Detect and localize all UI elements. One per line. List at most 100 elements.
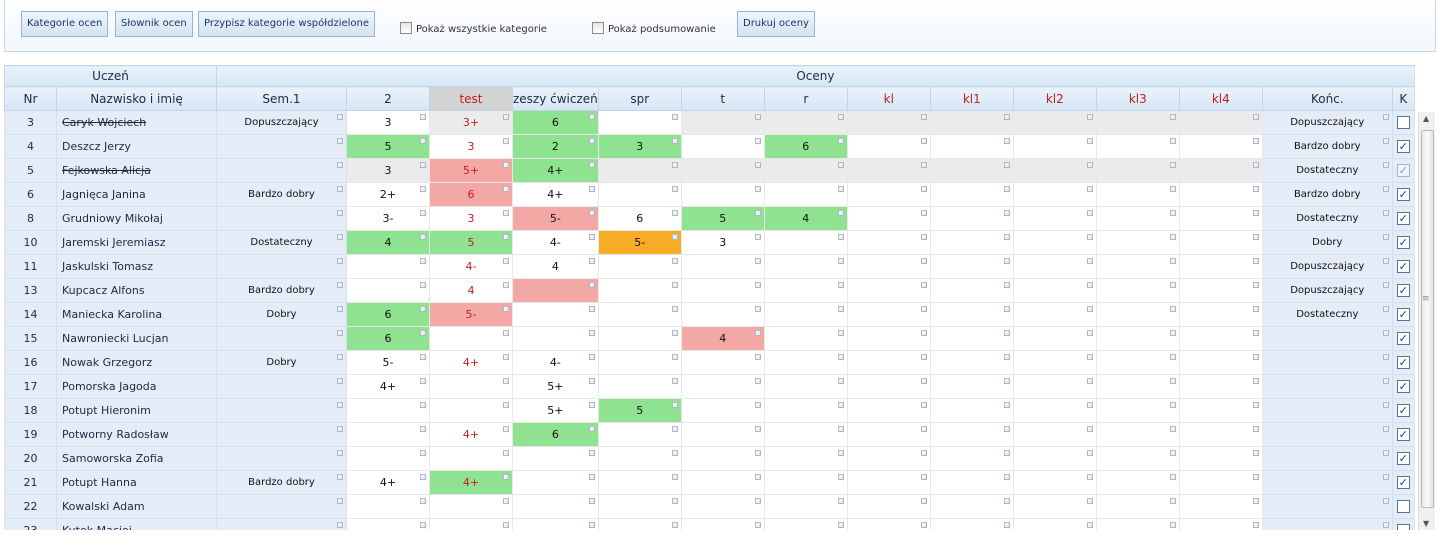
header-col-zeszyt[interactable]: zeszy ćwiczeń bbox=[512, 86, 599, 111]
grade-cell[interactable] bbox=[846, 110, 931, 135]
edit-corner-icon[interactable] bbox=[420, 498, 426, 504]
edit-corner-icon[interactable] bbox=[588, 402, 595, 408]
grade-cell[interactable] bbox=[680, 302, 765, 327]
edit-corner-icon[interactable] bbox=[420, 258, 426, 264]
edit-corner-icon[interactable] bbox=[1086, 354, 1093, 360]
checkbox-icon[interactable]: ✓ bbox=[1396, 404, 1410, 418]
edit-corner-icon[interactable] bbox=[503, 522, 509, 528]
grade-cell[interactable] bbox=[1012, 422, 1097, 447]
grade-cell[interactable]: 6 bbox=[512, 110, 599, 135]
grade-cell[interactable] bbox=[763, 230, 848, 255]
edit-corner-icon[interactable] bbox=[1169, 498, 1176, 504]
edit-corner-icon[interactable] bbox=[503, 402, 509, 408]
edit-corner-icon[interactable] bbox=[1003, 306, 1010, 312]
grade-cell[interactable]: 4- bbox=[512, 230, 599, 255]
edit-corner-icon[interactable] bbox=[1382, 522, 1389, 528]
grade-cell[interactable] bbox=[929, 134, 1014, 159]
header-col-t[interactable]: t bbox=[680, 86, 765, 111]
edit-corner-icon[interactable] bbox=[671, 498, 678, 504]
edit-corner-icon[interactable] bbox=[503, 138, 509, 144]
grade-cell[interactable]: 6 bbox=[346, 302, 430, 327]
grade-cell[interactable] bbox=[1095, 110, 1180, 135]
header-sem1[interactable]: Sem.1 bbox=[216, 86, 347, 111]
row-sem1-grade[interactable]: Bardzo dobry bbox=[216, 470, 347, 495]
edit-corner-icon[interactable] bbox=[1382, 210, 1389, 216]
header-name[interactable]: Nazwisko i imię bbox=[56, 86, 217, 111]
edit-corner-icon[interactable] bbox=[1252, 234, 1259, 240]
grade-cell[interactable] bbox=[846, 422, 931, 447]
edit-corner-icon[interactable] bbox=[754, 426, 761, 432]
row-final-grade[interactable] bbox=[1261, 470, 1393, 495]
edit-corner-icon[interactable] bbox=[337, 282, 343, 288]
header-col-kl2[interactable]: kl2 bbox=[1012, 86, 1097, 111]
edit-corner-icon[interactable] bbox=[1003, 258, 1010, 264]
edit-corner-icon[interactable] bbox=[503, 234, 509, 240]
edit-corner-icon[interactable] bbox=[1169, 450, 1176, 456]
row-student-name[interactable]: Potupt Hanna bbox=[56, 470, 217, 495]
row-sem1-grade[interactable] bbox=[216, 326, 347, 351]
grade-cell[interactable] bbox=[846, 230, 931, 255]
grade-cell[interactable] bbox=[763, 278, 848, 303]
edit-corner-icon[interactable] bbox=[503, 210, 509, 216]
grade-cell[interactable] bbox=[1178, 206, 1263, 231]
grade-cell[interactable]: 2+ bbox=[346, 182, 430, 207]
grade-cell[interactable] bbox=[1178, 230, 1263, 255]
grade-cell[interactable]: 4 bbox=[346, 230, 430, 255]
edit-corner-icon[interactable] bbox=[1169, 402, 1176, 408]
grade-cell[interactable]: 6 bbox=[763, 134, 848, 159]
grade-cell[interactable] bbox=[1012, 158, 1097, 183]
checkbox-icon[interactable]: ✓ bbox=[1396, 212, 1410, 226]
grade-cell[interactable] bbox=[1178, 398, 1263, 423]
grade-cell[interactable]: 4+ bbox=[346, 374, 430, 399]
grade-cell[interactable] bbox=[1095, 206, 1180, 231]
grade-cell[interactable] bbox=[512, 326, 599, 351]
edit-corner-icon[interactable] bbox=[671, 114, 678, 120]
row-final-grade[interactable]: Dopuszczający bbox=[1261, 278, 1393, 303]
edit-corner-icon[interactable] bbox=[1169, 234, 1176, 240]
edit-corner-icon[interactable] bbox=[1252, 306, 1259, 312]
grade-cell[interactable]: 4+ bbox=[512, 182, 599, 207]
edit-corner-icon[interactable] bbox=[1252, 282, 1259, 288]
edit-corner-icon[interactable] bbox=[837, 378, 844, 384]
edit-corner-icon[interactable] bbox=[1086, 498, 1093, 504]
row-final-grade[interactable]: Dopuszczający bbox=[1261, 110, 1393, 135]
edit-corner-icon[interactable] bbox=[337, 138, 343, 144]
grade-cell[interactable] bbox=[763, 254, 848, 279]
row-sem1-grade[interactable] bbox=[216, 446, 347, 471]
row-final-grade[interactable]: Dobry bbox=[1261, 230, 1393, 255]
grade-cell[interactable] bbox=[763, 326, 848, 351]
edit-corner-icon[interactable] bbox=[1086, 114, 1093, 120]
edit-corner-icon[interactable] bbox=[1169, 114, 1176, 120]
edit-corner-icon[interactable] bbox=[754, 258, 761, 264]
edit-corner-icon[interactable] bbox=[671, 378, 678, 384]
edit-corner-icon[interactable] bbox=[1003, 402, 1010, 408]
edit-corner-icon[interactable] bbox=[671, 162, 678, 168]
grade-cell[interactable] bbox=[597, 326, 682, 351]
checkbox-icon[interactable]: ✓ bbox=[1396, 164, 1410, 178]
grade-cell[interactable]: 3 bbox=[346, 110, 430, 135]
edit-corner-icon[interactable] bbox=[588, 186, 595, 192]
checkbox-icon[interactable]: ✓ bbox=[1396, 476, 1410, 490]
edit-corner-icon[interactable] bbox=[1382, 498, 1389, 504]
edit-corner-icon[interactable] bbox=[1086, 450, 1093, 456]
edit-corner-icon[interactable] bbox=[837, 522, 844, 528]
edit-corner-icon[interactable] bbox=[1169, 426, 1176, 432]
edit-corner-icon[interactable] bbox=[420, 450, 426, 456]
edit-corner-icon[interactable] bbox=[920, 402, 927, 408]
grade-cell[interactable] bbox=[1178, 350, 1263, 375]
grade-cell[interactable]: 3 bbox=[597, 134, 682, 159]
grade-cell[interactable] bbox=[1178, 278, 1263, 303]
grade-cell[interactable] bbox=[346, 278, 430, 303]
edit-corner-icon[interactable] bbox=[337, 234, 343, 240]
edit-corner-icon[interactable] bbox=[1382, 402, 1389, 408]
categories-button[interactable]: Kategorie ocen bbox=[21, 11, 109, 37]
edit-corner-icon[interactable] bbox=[671, 426, 678, 432]
grade-cell[interactable]: 3 bbox=[346, 158, 430, 183]
edit-corner-icon[interactable] bbox=[1169, 210, 1176, 216]
grade-cell[interactable] bbox=[846, 158, 931, 183]
row-final-grade[interactable] bbox=[1261, 494, 1393, 519]
edit-corner-icon[interactable] bbox=[1003, 210, 1010, 216]
grade-cell[interactable] bbox=[763, 422, 848, 447]
grade-cell[interactable]: 3 bbox=[429, 206, 513, 231]
grade-cell[interactable] bbox=[680, 518, 765, 530]
